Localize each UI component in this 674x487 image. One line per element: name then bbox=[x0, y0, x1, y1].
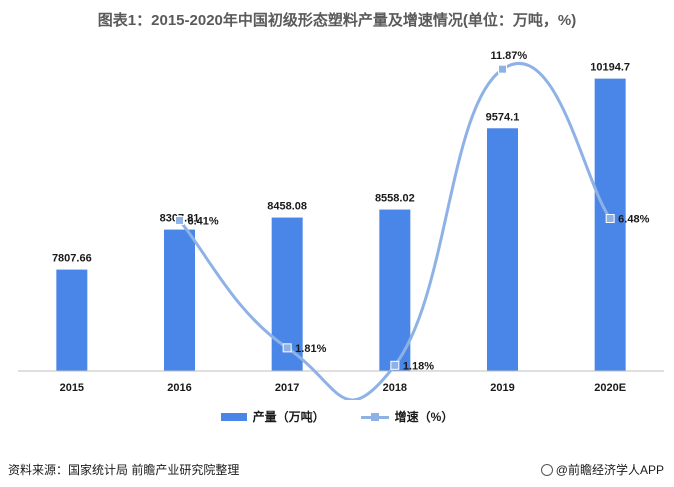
growth-marker-2020E bbox=[605, 214, 615, 224]
growth-marker-2018 bbox=[390, 360, 400, 370]
growth-label-2020E: 6.48% bbox=[618, 214, 649, 226]
growth-rate-markers bbox=[175, 64, 615, 370]
growth-label-2019: 11.87% bbox=[491, 50, 528, 62]
chart-plot: 7807.668307.818458.088558.029574.110194.… bbox=[18, 50, 664, 400]
x-tick-2019: 2019 bbox=[490, 382, 514, 394]
bar-label-2018: 8558.02 bbox=[375, 193, 415, 205]
legend-line-swatch-icon bbox=[360, 412, 389, 422]
chart-title: 图表1：2015-2020年中国初级形态塑料产量及增速情况(单位：万吨，%) bbox=[97, 12, 577, 29]
growth-label-2016: 6.41% bbox=[188, 215, 219, 227]
bar-series bbox=[56, 78, 626, 372]
bar-label-2017: 8458.08 bbox=[267, 201, 307, 213]
growth-rate-line bbox=[178, 61, 612, 400]
bar-2019 bbox=[487, 128, 518, 371]
x-tick-2020E: 2020E bbox=[594, 382, 626, 394]
x-tick-2017: 2017 bbox=[275, 382, 299, 394]
legend-bar-swatch-icon bbox=[220, 412, 247, 421]
bar-2018 bbox=[379, 209, 411, 371]
growth-marker-2016 bbox=[175, 215, 184, 225]
legend-item-growth[interactable]: 增速（%） bbox=[360, 408, 454, 425]
x-tick-2016: 2016 bbox=[167, 382, 191, 394]
growth-label-2018: 1.18% bbox=[403, 360, 434, 372]
qianzhan-logo-icon bbox=[540, 463, 553, 476]
bar-label-2020E: 10194.7 bbox=[590, 62, 630, 74]
legend-label-growth: 增速（%） bbox=[394, 410, 454, 424]
credit: @前瞻经济学人APP bbox=[540, 461, 664, 478]
growth-rate-labels: 6.41% 1.81% 1.18% 11.87% 6.48% bbox=[188, 50, 650, 372]
bar-value-labels: 7807.668307.818458.088558.029574.110194.… bbox=[52, 62, 630, 265]
bar-2015 bbox=[56, 269, 88, 371]
credit-text: @前瞻经济学人APP bbox=[555, 463, 664, 477]
x-tick-2018: 2018 bbox=[383, 382, 407, 394]
x-axis-ticks: 2015 2016 2017 2018 2019 2020E bbox=[60, 382, 626, 394]
bar-2020E bbox=[594, 78, 626, 372]
growth-label-2017: 1.81% bbox=[295, 343, 326, 355]
source-note: 资料来源：国家统计局 前瞻产业研究院整理 bbox=[8, 463, 240, 477]
growth-marker-2017 bbox=[282, 343, 292, 353]
legend-item-output[interactable]: 产量（万吨） bbox=[220, 408, 325, 425]
x-tick-2015: 2015 bbox=[60, 382, 84, 394]
bar-label-2019: 9574.1 bbox=[486, 111, 520, 123]
bar-label-2015: 7807.66 bbox=[52, 253, 92, 265]
growth-marker-2019 bbox=[498, 64, 507, 74]
legend-label-output: 产量（万吨） bbox=[252, 410, 325, 424]
legend: 产量（万吨） 增速（%） bbox=[0, 408, 674, 425]
bar-2016 bbox=[164, 229, 195, 371]
